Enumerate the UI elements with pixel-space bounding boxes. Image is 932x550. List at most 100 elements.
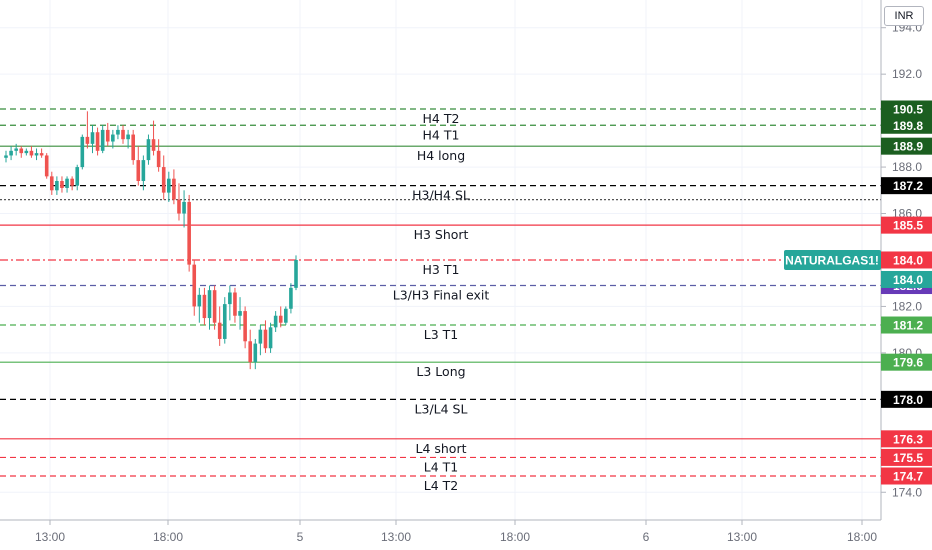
candle-body [258,329,263,344]
symbol-tag-label: NATURALGAS1! [785,253,879,267]
candle-body [39,153,44,156]
candle-body [202,294,207,319]
candle-body [141,160,146,182]
price-badge-label: 175.5 [893,451,923,465]
price-badge [881,316,932,334]
price-badge [881,137,932,155]
candle-body [80,136,85,168]
price-badge-label: 188.9 [893,140,923,154]
candle-body [284,308,288,323]
price-tick-label: 188.0 [892,160,922,174]
candle-body [19,148,24,154]
candle-body [111,134,115,142]
candle-body [105,129,110,142]
candle-body [4,155,8,158]
candle-body [24,150,29,154]
time-tick-label: 18:00 [500,530,530,544]
candle-body [65,178,69,188]
price-tick-label: 182.0 [892,299,922,313]
price-badge [881,353,932,371]
candle-body [167,178,171,193]
price-badge-label: 189.8 [893,119,923,133]
price-badge-label: 179.6 [893,356,923,370]
candle-body [172,178,176,200]
candle-body [238,311,242,316]
price-badge [881,251,932,269]
candle-body [121,129,125,140]
price-badge [881,467,932,485]
candle-body [85,136,90,144]
candle-body [55,181,59,191]
candle-body [273,315,278,328]
price-badge [881,216,932,234]
price-badge [881,448,932,466]
candle-body [289,287,293,309]
candle-body [182,201,186,214]
candle-body [217,322,222,339]
level-label: H3 Short [414,227,469,242]
price-badge-label: 181.2 [893,319,923,333]
candle-body [197,294,202,307]
time-tick-label: 13:00 [35,530,65,544]
candle-body [263,329,268,349]
level-label: L3 Long [416,364,465,379]
candle-body [29,150,34,156]
level-label: H4 long [417,148,465,163]
time-axis[interactable]: 13:00 18:00 5 13:00 18:00 6 13:00 18:00 [35,520,877,544]
candle-body [44,155,49,177]
candle-body [75,167,80,186]
candle-body [126,134,130,140]
last-price-label: 184.0 [893,273,923,287]
time-tick-label: 13:00 [727,530,757,544]
level-label: H3 T1 [423,262,460,277]
price-badge-label: 174.7 [893,470,923,484]
candle-body [131,134,135,161]
candle-body [278,315,283,323]
candle-body [9,150,13,156]
candle-body [70,178,74,186]
candle-body [161,167,166,193]
symbol-tag [784,249,881,270]
level-label: L3 T1 [424,327,458,342]
candle-body [156,150,161,168]
candle-body [207,290,212,319]
candle-body [136,160,141,182]
time-tick-label: 13:00 [381,530,411,544]
candle-body [177,199,181,214]
price-badge [881,177,932,195]
candle-body [212,290,217,323]
candle-body [34,153,39,156]
level-label: H3/H4 SL [412,188,470,203]
level-label: L4 T2 [424,478,458,493]
price-badge [881,430,932,448]
candle-body [294,259,298,288]
price-badge-label: 176.3 [893,432,923,446]
price-badge [881,100,932,118]
level-label: H4 T1 [423,127,460,142]
candle-body [60,181,64,188]
candle-body [49,176,54,191]
level-label: L4 short [415,441,466,456]
currency-badge[interactable]: INR [884,6,924,26]
time-tick-label: 6 [643,530,650,544]
candle-body [187,201,191,265]
candle-body [233,292,237,316]
candle-body [192,264,197,307]
level-label: H4 T2 [423,111,460,126]
price-tick-label: 174.0 [892,485,922,499]
candle-body [146,139,151,161]
candle-body [248,341,253,363]
price-badge-label: 190.5 [893,103,923,117]
candle-body [14,148,18,151]
candle-body [222,304,227,339]
price-badge [881,116,932,134]
price-badge-label: 184.0 [893,253,923,267]
candle-body [95,132,100,151]
time-tick-label: 18:00 [153,530,183,544]
candle-body [228,292,232,305]
level-label: L4 T1 [424,459,458,474]
candle-body [268,327,273,349]
last-price-badge [881,270,932,288]
